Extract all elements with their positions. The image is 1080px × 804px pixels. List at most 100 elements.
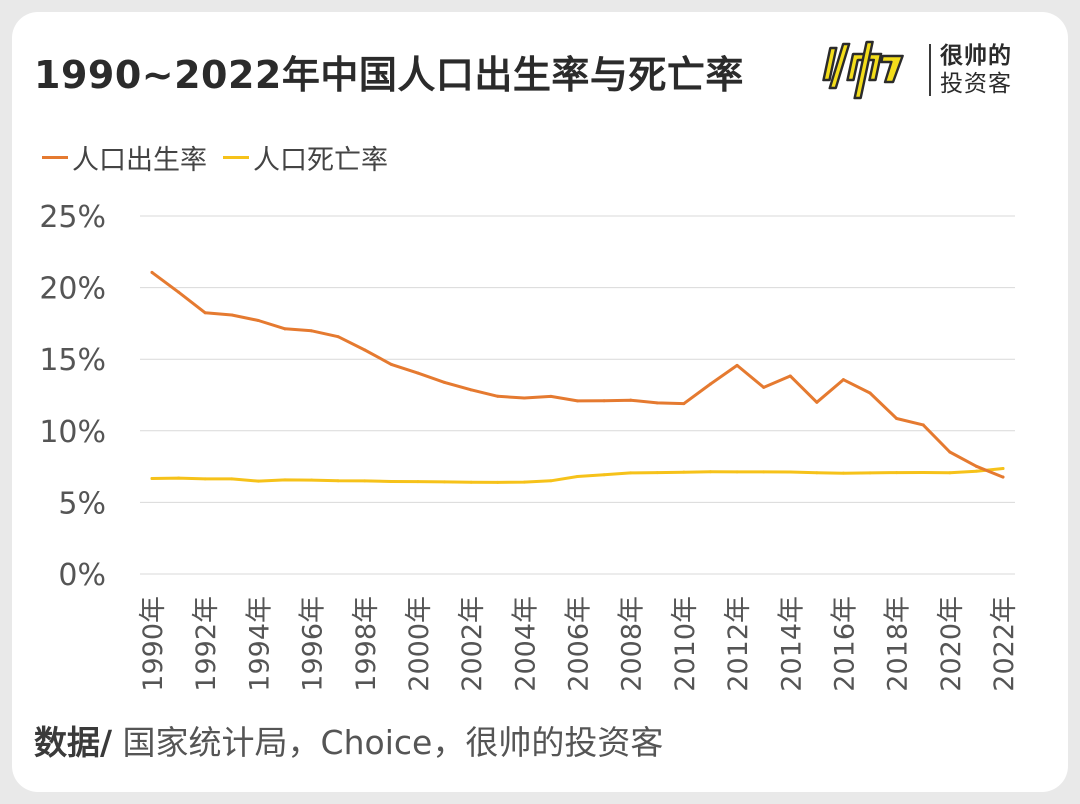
data-point	[788, 470, 792, 474]
data-point	[336, 479, 340, 483]
legend-swatch-death-rate	[223, 156, 249, 159]
data-point	[389, 479, 393, 483]
legend-label-death-rate: 人口死亡率	[253, 145, 388, 176]
data-point	[310, 329, 314, 333]
x-tick-label: 2010年	[670, 596, 701, 692]
x-tick-label: 2016年	[829, 596, 860, 692]
brand-text: 很帅的 投资客	[940, 42, 1012, 98]
data-point	[895, 471, 899, 475]
x-tick-label: 2006年	[564, 596, 595, 692]
data-point	[230, 477, 234, 481]
data-point	[283, 478, 287, 482]
source-note: 数据/ 国家统计局，Choice，很帅的投资客	[34, 716, 663, 764]
data-point	[336, 335, 340, 339]
data-point	[177, 476, 181, 480]
data-point	[549, 479, 553, 483]
data-point	[310, 478, 314, 482]
data-point	[682, 402, 686, 406]
y-tick-label: 0%	[58, 558, 106, 593]
y-tick-label: 10%	[39, 415, 106, 450]
x-axis-ticks: 1990年 1992年 1994年 1996年 1998年 2000年 2002年 2004年…	[138, 596, 1020, 692]
y-tick-label: 20%	[39, 272, 106, 307]
data-point	[655, 471, 659, 475]
data-point	[416, 371, 420, 375]
x-tick-label: 1992年	[191, 596, 222, 692]
data-point	[735, 363, 739, 367]
data-point	[708, 470, 712, 474]
brand-line-2: 投资客	[940, 71, 1012, 97]
data-point	[522, 480, 526, 484]
y-tick-label: 15%	[39, 343, 106, 378]
data-point	[868, 391, 872, 395]
data-point	[815, 471, 819, 475]
data-point	[788, 374, 792, 378]
x-tick-label: 1990年	[138, 596, 169, 692]
data-point	[815, 400, 819, 404]
data-point	[496, 394, 500, 398]
source-label: 数据/	[34, 723, 113, 762]
data-point	[150, 476, 154, 480]
data-point	[948, 471, 952, 475]
data-point	[576, 399, 579, 403]
brand-divider	[929, 44, 931, 96]
data-point	[868, 471, 872, 475]
x-tick-label: 1994年	[244, 596, 275, 692]
data-point	[549, 394, 553, 398]
chart-title: 1990~2022年中国人口出生率与死亡率	[34, 53, 744, 97]
y-tick-label: 25%	[39, 200, 106, 235]
data-point	[203, 477, 207, 481]
y-tick-label: 5%	[58, 486, 106, 521]
data-point	[416, 480, 420, 484]
legend-label-birth-rate: 人口出生率	[72, 145, 207, 176]
data-point	[576, 474, 579, 478]
data-point	[762, 385, 766, 389]
data-point	[948, 450, 952, 454]
x-tick-label: 2014年	[776, 596, 807, 692]
chart-card	[12, 12, 1068, 792]
data-point	[655, 401, 659, 405]
data-point	[203, 311, 207, 315]
data-point	[602, 399, 606, 403]
data-point	[443, 380, 447, 384]
x-tick-label: 2000年	[404, 596, 435, 692]
data-point	[363, 479, 367, 483]
brand: 很帅的 投资客	[818, 30, 1038, 102]
chart-legend: 人口出生率 人口死亡率	[42, 138, 404, 177]
data-point	[283, 327, 287, 331]
data-point	[974, 464, 978, 468]
data-point	[256, 479, 260, 483]
data-point	[629, 398, 633, 402]
y-axis-ticks: 0% 5% 10% 15% 20% 25%	[39, 200, 106, 593]
grid-lines	[140, 215, 1015, 575]
data-point	[1001, 475, 1005, 479]
brand-line-1: 很帅的	[940, 43, 1012, 69]
data-point	[522, 396, 526, 400]
series-lines	[150, 270, 1005, 484]
data-point	[708, 382, 712, 386]
data-point	[762, 470, 766, 474]
data-point	[469, 480, 473, 484]
x-tick-label: 2020年	[936, 596, 967, 692]
x-tick-label: 2004年	[510, 596, 541, 692]
shuai-logo-icon	[822, 40, 904, 100]
legend-item-death-rate: 人口死亡率	[223, 138, 388, 177]
x-tick-label: 2002年	[457, 596, 488, 692]
data-point	[150, 270, 154, 274]
legend-item-birth-rate: 人口出生率	[42, 138, 207, 177]
data-point	[443, 480, 447, 484]
data-point	[469, 388, 473, 392]
x-tick-label: 2022年	[989, 596, 1020, 692]
legend-swatch-birth-rate	[42, 156, 68, 159]
x-tick-label: 1996年	[298, 596, 329, 692]
x-tick-label: 2008年	[617, 596, 648, 692]
data-point	[389, 362, 393, 366]
data-point	[841, 378, 845, 382]
data-point	[895, 416, 899, 420]
x-tick-label: 2018年	[883, 596, 914, 692]
data-point	[974, 469, 978, 473]
data-point	[841, 471, 845, 475]
data-point	[177, 290, 181, 294]
data-point	[496, 480, 500, 484]
data-point	[602, 473, 606, 477]
